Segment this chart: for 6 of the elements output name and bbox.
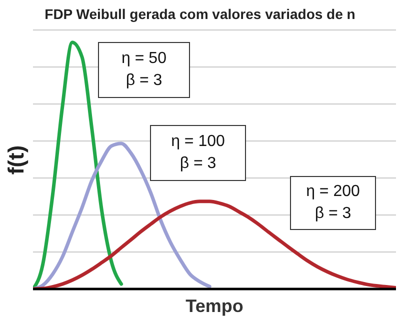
x-axis-title: Tempo	[186, 296, 244, 316]
annotation: η = 50 β = 3	[122, 49, 166, 91]
annotation: η = 200 β = 3	[306, 182, 360, 224]
chart-title: FDP Weibull gerada com valores variados de n	[44, 6, 356, 22]
y-axis-title: f(t)	[4, 145, 30, 175]
annotation: η = 100 β = 3	[171, 132, 225, 174]
